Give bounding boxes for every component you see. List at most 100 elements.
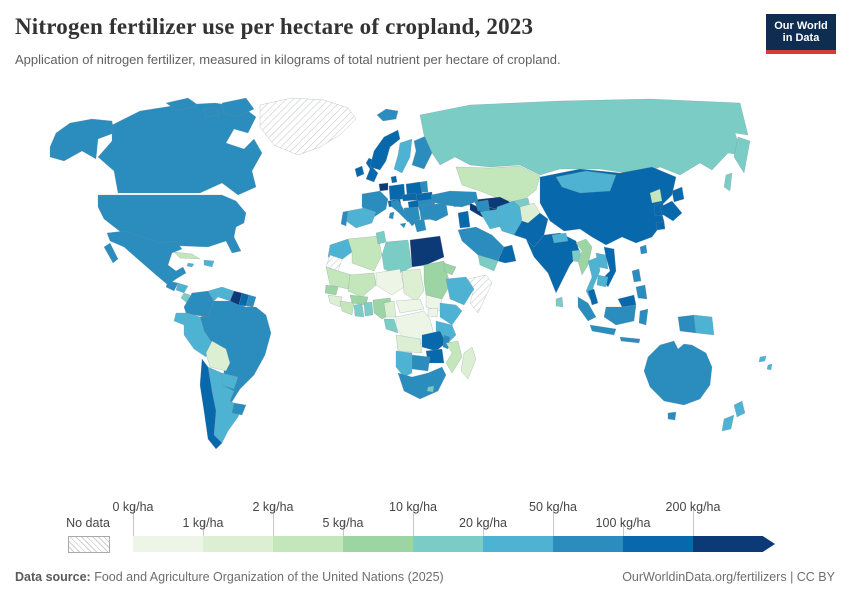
country-fiji[interactable]	[758, 355, 767, 363]
country-french-guiana[interactable]	[245, 294, 257, 308]
country-oman[interactable]	[497, 244, 517, 264]
country-new-zealand-north[interactable]	[733, 400, 746, 418]
country-indonesia-lesser-sunda[interactable]	[619, 336, 641, 344]
country-indonesia-kalimantan[interactable]	[603, 304, 637, 326]
country-ethiopia[interactable]	[445, 276, 475, 306]
country-turkey[interactable]	[430, 190, 479, 208]
country-botswana[interactable]	[411, 354, 431, 372]
country-madagascar[interactable]	[460, 346, 477, 380]
country-philippines-mindanao[interactable]	[635, 284, 648, 300]
country-philippines-luzon[interactable]	[631, 268, 642, 283]
country-russia-kamchatka[interactable]	[733, 136, 751, 174]
country-poland[interactable]	[405, 181, 423, 196]
country-togo-benin[interactable]	[363, 301, 374, 317]
country-south-africa[interactable]	[397, 366, 447, 400]
country-spain[interactable]	[345, 207, 377, 229]
country-taiwan[interactable]	[639, 244, 648, 255]
country-greenland[interactable]	[259, 97, 357, 156]
country-yemen[interactable]	[477, 254, 499, 272]
country-kazakhstan[interactable]	[455, 165, 541, 204]
country-papua-new-guinea[interactable]	[693, 314, 715, 336]
country-indonesia-sumatra[interactable]	[577, 296, 597, 322]
legend-bin-100-kg/ha[interactable]	[623, 536, 693, 552]
country-indonesia-papua[interactable]	[677, 314, 697, 334]
legend-bin-20-kg/ha[interactable]	[483, 536, 553, 552]
country-russia[interactable]	[419, 98, 749, 176]
country-somalia[interactable]	[467, 274, 493, 314]
legend-no-data-swatch[interactable]	[68, 536, 110, 553]
country-mozambique[interactable]	[445, 340, 463, 374]
credit-link[interactable]: OurWorldinData.org/fertilizers | CC BY	[622, 570, 835, 584]
country-cameroon[interactable]	[383, 300, 397, 318]
legend-bin-5-kg/ha[interactable]	[343, 536, 413, 552]
legend-bin-1-kg/ha[interactable]	[203, 536, 273, 552]
country-central-african-republic[interactable]	[395, 298, 425, 314]
country-malaysia-peninsula[interactable]	[587, 288, 599, 306]
country-canada-arctic-1[interactable]	[165, 97, 199, 112]
country-morocco[interactable]	[327, 238, 353, 262]
country-portugal[interactable]	[340, 210, 349, 227]
country-new-caledonia[interactable]	[766, 363, 773, 371]
country-uruguay[interactable]	[231, 402, 247, 416]
country-cuba[interactable]	[173, 251, 201, 260]
country-guinea[interactable]	[327, 294, 343, 308]
country-greece[interactable]	[413, 218, 427, 233]
country-cambodia[interactable]	[596, 274, 609, 288]
country-jordan-israel[interactable]	[457, 210, 471, 229]
country-chile[interactable]	[199, 358, 223, 450]
legend-bin-200-kg/ha[interactable]	[693, 536, 775, 552]
owid-logo[interactable]: Our World in Data	[766, 14, 836, 54]
country-iceland[interactable]	[376, 108, 399, 122]
country-lesotho[interactable]	[426, 385, 435, 393]
country-italy-sardinia[interactable]	[388, 211, 395, 220]
country-canada-arctic-3[interactable]	[203, 106, 220, 118]
country-namibia[interactable]	[395, 350, 413, 378]
country-new-zealand-south[interactable]	[721, 414, 735, 432]
country-guatemala[interactable]	[165, 280, 179, 292]
country-mexico[interactable]	[106, 230, 187, 286]
country-hungary[interactable]	[407, 199, 420, 209]
country-kenya[interactable]	[439, 302, 463, 326]
legend-bin-50-kg/ha[interactable]	[553, 536, 623, 552]
country-algeria[interactable]	[347, 235, 383, 272]
country-chad[interactable]	[401, 268, 425, 302]
country-norway[interactable]	[369, 129, 401, 171]
legend-bin-2-kg/ha[interactable]	[273, 536, 343, 552]
country-west-african-coast[interactable]	[339, 300, 355, 316]
country-angola[interactable]	[395, 334, 423, 354]
country-niger[interactable]	[375, 268, 405, 296]
country-ghana[interactable]	[353, 303, 365, 318]
country-russia-sakhalin[interactable]	[723, 172, 733, 192]
country-senegal[interactable]	[324, 284, 339, 296]
country-australia-tasmania[interactable]	[667, 411, 677, 421]
legend-bin-0-kg/ha[interactable]	[133, 536, 203, 552]
country-indonesia-java[interactable]	[589, 324, 617, 336]
country-honduras[interactable]	[175, 282, 189, 294]
country-japan-hokkaido[interactable]	[671, 186, 685, 203]
country-bolivia[interactable]	[205, 340, 231, 372]
country-myanmar[interactable]	[575, 238, 593, 276]
country-mexico-baja[interactable]	[103, 242, 119, 264]
country-mongolia[interactable]	[555, 170, 617, 194]
country-hispaniola[interactable]	[203, 259, 215, 268]
country-egypt[interactable]	[409, 235, 445, 268]
country-zambia[interactable]	[421, 330, 447, 352]
country-ireland[interactable]	[354, 165, 365, 178]
country-canada-arctic-2[interactable]	[221, 97, 255, 118]
country-mali[interactable]	[347, 272, 377, 298]
country-indonesia-sulawesi[interactable]	[638, 308, 649, 326]
country-gabon-congo[interactable]	[383, 318, 399, 334]
country-denmark[interactable]	[390, 175, 398, 184]
country-sweden[interactable]	[393, 138, 413, 174]
country-italy-sicily[interactable]	[399, 222, 407, 229]
country-japan-kyushu[interactable]	[655, 220, 666, 231]
country-eritrea[interactable]	[443, 262, 457, 276]
country-tunisia[interactable]	[375, 230, 387, 245]
country-jamaica[interactable]	[186, 262, 195, 268]
country-australia[interactable]	[643, 340, 713, 406]
country-netherlands-belgium[interactable]	[378, 182, 389, 192]
country-nepal[interactable]	[551, 232, 569, 244]
country-uganda[interactable]	[427, 307, 439, 318]
legend-bin-10-kg/ha[interactable]	[413, 536, 483, 552]
country-japan-honshu[interactable]	[659, 200, 683, 222]
